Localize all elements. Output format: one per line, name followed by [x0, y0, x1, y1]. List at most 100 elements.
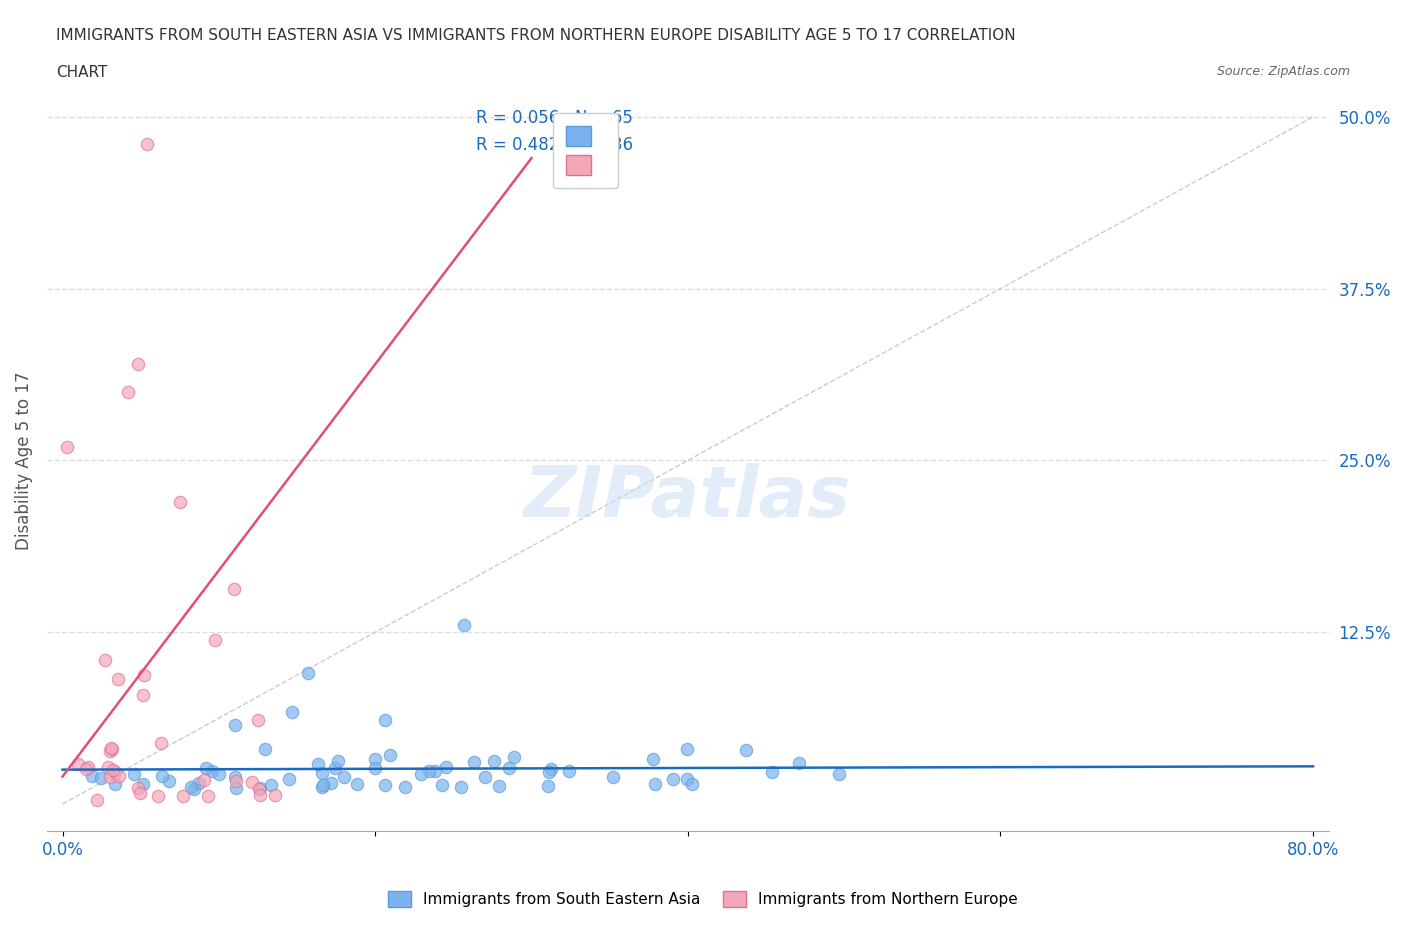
Point	[157, 774, 180, 789]
Point	[224, 718, 246, 733]
Point	[374, 712, 396, 727]
Point	[225, 773, 247, 788]
Point	[197, 789, 219, 804]
Legend: , : ,	[553, 113, 617, 188]
Point	[150, 736, 173, 751]
Text: CHART: CHART	[56, 65, 108, 80]
Point	[249, 788, 271, 803]
Point	[264, 788, 287, 803]
Point	[430, 778, 453, 793]
Point	[67, 757, 90, 772]
Point	[80, 769, 103, 784]
Point	[169, 494, 191, 509]
Point	[681, 777, 703, 791]
Point	[364, 751, 387, 766]
Point	[311, 765, 333, 780]
Text: R = 0.482   N = 36: R = 0.482 N = 36	[477, 137, 634, 154]
Point	[122, 766, 145, 781]
Point	[131, 777, 153, 791]
Point	[75, 762, 97, 777]
Point	[346, 777, 368, 791]
Point	[488, 779, 510, 794]
Point	[281, 704, 304, 719]
Point	[328, 753, 350, 768]
Text: Source: ZipAtlas.com: Source: ZipAtlas.com	[1216, 65, 1350, 78]
Point	[278, 772, 301, 787]
Point	[208, 766, 231, 781]
Point	[380, 748, 402, 763]
Point	[675, 772, 697, 787]
Point	[90, 771, 112, 786]
Point	[108, 769, 131, 784]
Point	[101, 763, 124, 777]
Point	[86, 792, 108, 807]
Point	[323, 761, 346, 776]
Point	[374, 777, 396, 792]
Point	[828, 766, 851, 781]
Point	[434, 759, 457, 774]
Point	[240, 775, 263, 790]
Point	[662, 772, 685, 787]
Y-axis label: Disability Age 5 to 17: Disability Age 5 to 17	[15, 371, 32, 550]
Point	[172, 789, 194, 804]
Point	[246, 712, 269, 727]
Point	[537, 778, 560, 793]
Point	[321, 776, 343, 790]
Point	[98, 743, 121, 758]
Point	[423, 764, 446, 778]
Point	[104, 777, 127, 791]
Point	[104, 765, 127, 780]
Point	[676, 741, 699, 756]
Point	[557, 764, 579, 778]
Point	[484, 754, 506, 769]
Point	[418, 764, 440, 778]
Point	[503, 750, 526, 764]
Point	[498, 760, 520, 775]
Point	[132, 687, 155, 702]
Point	[787, 755, 810, 770]
Point	[333, 770, 356, 785]
Point	[253, 741, 276, 756]
Point	[127, 357, 149, 372]
Point	[540, 762, 562, 777]
Legend: Immigrants from South Eastern Asia, Immigrants from Northern Europe: Immigrants from South Eastern Asia, Immi…	[382, 884, 1024, 913]
Point	[260, 777, 283, 792]
Point	[224, 581, 246, 596]
Point	[193, 773, 215, 788]
Point	[297, 666, 319, 681]
Point	[224, 770, 246, 785]
Point	[463, 755, 485, 770]
Point	[249, 781, 271, 796]
Point	[129, 786, 152, 801]
Point	[100, 769, 122, 784]
Point	[641, 752, 664, 767]
Point	[311, 780, 333, 795]
Point	[312, 777, 335, 792]
Point	[761, 764, 783, 779]
Point	[146, 789, 169, 804]
Point	[150, 769, 173, 784]
Point	[180, 779, 202, 794]
Point	[307, 756, 329, 771]
Point	[127, 780, 149, 795]
Point	[644, 777, 666, 791]
Point	[134, 668, 156, 683]
Point	[117, 384, 139, 399]
Text: ZIPatlas: ZIPatlas	[524, 463, 852, 532]
Point	[55, 439, 77, 454]
Point	[93, 653, 115, 668]
Point	[450, 779, 472, 794]
Point	[97, 759, 120, 774]
Point	[394, 779, 416, 794]
Point	[136, 137, 159, 152]
Point	[225, 781, 247, 796]
Point	[411, 767, 433, 782]
Point	[187, 775, 209, 790]
Point	[195, 761, 218, 776]
Point	[204, 632, 226, 647]
Point	[602, 770, 624, 785]
Point	[183, 781, 205, 796]
Point	[77, 759, 100, 774]
Point	[247, 781, 270, 796]
Point	[364, 761, 387, 776]
